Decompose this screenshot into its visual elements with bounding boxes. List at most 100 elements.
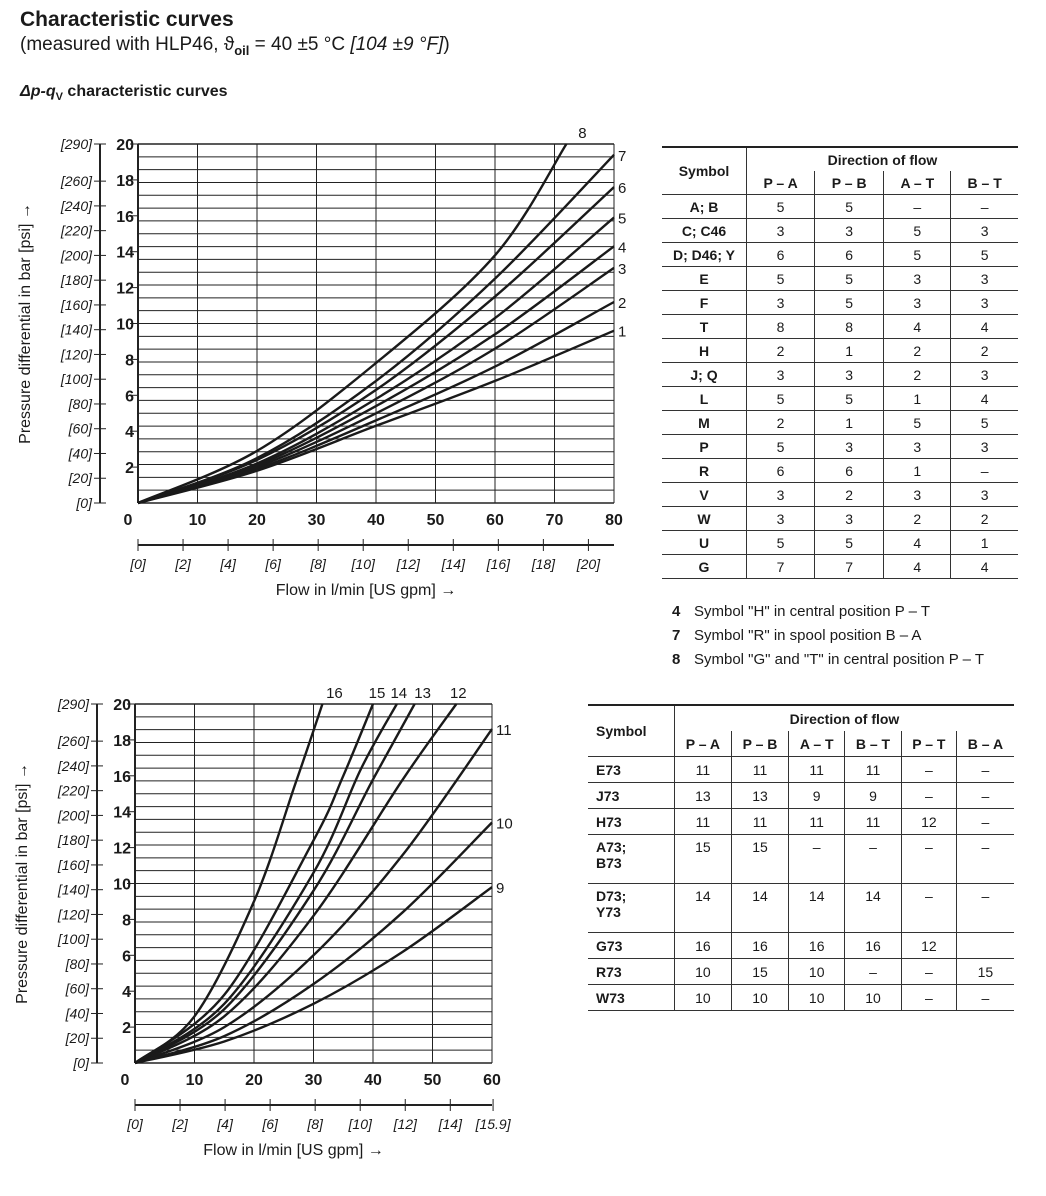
note-item: 8 Symbol "G" and "T" in central position … [672, 648, 984, 672]
table-cell: – [900, 984, 957, 1011]
x-tick-label: 0 [124, 512, 133, 529]
table-cell: – [900, 782, 957, 809]
table-row: E73 11 11 11 11– – [588, 756, 1014, 783]
row-symbol: D; D46; Y [662, 242, 747, 267]
row-symbol: R73 [588, 958, 675, 985]
x-tick-label: 80 [605, 512, 623, 529]
table-cell: 3 [745, 482, 815, 507]
table-cell: 5 [745, 434, 815, 459]
psi-tick-label: [100] [60, 371, 93, 387]
table-cell: 13 [730, 782, 789, 809]
table-cell: 11 [674, 808, 732, 835]
table-cell: 4 [950, 314, 1018, 339]
series-line-10 [134, 821, 493, 1065]
note-text: Symbol "H" in central position P – T [694, 603, 931, 620]
row-symbol-line: B73 [596, 855, 622, 871]
note-text: Symbol "G" and "T" in central position P… [694, 651, 985, 668]
table-cell: 15 [730, 958, 789, 985]
y-tick-label: 18 [116, 173, 134, 190]
row-symbol: L [662, 386, 747, 411]
table-cell: 14 [674, 883, 732, 933]
psi-tick-label: [240] [60, 198, 93, 214]
series-label-13: 13 [414, 685, 431, 702]
table-cell: 5 [814, 386, 884, 411]
table-cell: 11 [730, 756, 789, 783]
table-cell: 3 [814, 218, 884, 243]
x-tick-label: 20 [248, 512, 266, 529]
psi-tick-label: [260] [60, 173, 93, 189]
psi-tick-label: [0] [72, 1055, 90, 1071]
table-cell: 2 [950, 506, 1018, 531]
table-cell: 2 [950, 338, 1018, 363]
note-item: 4 Symbol "H" in central position P – T [672, 600, 984, 624]
note-number: 4 [672, 603, 681, 620]
series-label-12: 12 [450, 685, 467, 702]
table-cell: – [955, 756, 1014, 783]
x-tick-label: 60 [483, 1072, 501, 1089]
series-label-16: 16 [326, 685, 343, 702]
x-tick-label: 50 [424, 1072, 442, 1089]
y-tick-label: 8 [122, 912, 131, 929]
x-tick-label: 70 [546, 512, 564, 529]
row-symbol-line: R73 [596, 963, 622, 980]
table-cell: 11 [844, 756, 902, 783]
series-line-12 [134, 703, 458, 1065]
table-cell: 3 [950, 266, 1018, 291]
series-label-9: 9 [496, 880, 504, 897]
table-cell: – [900, 834, 957, 884]
table-cell: 10 [844, 984, 902, 1011]
y-tick-label: 20 [116, 137, 134, 154]
gpm-tick-label: [12] [393, 1116, 418, 1132]
table-cell: 5 [950, 242, 1018, 267]
series-line-11 [134, 728, 493, 1065]
table-cell: 1 [814, 410, 884, 435]
table-cell: 5 [883, 242, 951, 267]
table-cell: 5 [814, 194, 884, 219]
row-symbol: A; B [662, 194, 747, 219]
table-cell: – [955, 984, 1014, 1011]
col-symbol: Symbol [662, 146, 747, 195]
table-row: A73; B73 15 15– – – – [588, 834, 1014, 884]
table-cell: 5 [950, 410, 1018, 435]
table-cell: 13 [674, 782, 732, 809]
psi-tick-label: [160] [60, 297, 93, 313]
table-row: J73 13 13 9 9– – [588, 782, 1014, 809]
gpm-tick-label: [15.9] [475, 1116, 512, 1132]
table-cell: 5 [814, 530, 884, 555]
psi-tick-label: [0] [75, 495, 93, 511]
series-label-15: 15 [369, 685, 386, 702]
table-cell: 14 [788, 883, 845, 933]
series-line-13 [134, 703, 416, 1065]
psi-tick-label: [40] [68, 445, 93, 461]
gpm-tick-label: [2] [174, 556, 192, 572]
table-cell: 4 [883, 314, 951, 339]
table-cell: 10 [788, 984, 845, 1011]
row-symbol: W73 [588, 984, 675, 1011]
psi-tick-label: [180] [60, 272, 93, 288]
table-cell: – [950, 458, 1018, 483]
gpm-tick-label: [4] [219, 556, 237, 572]
table-cell: 10 [730, 984, 789, 1011]
note-text: Symbol "R" in spool position B – A [694, 627, 922, 644]
table-cell: 3 [814, 506, 884, 531]
subcol-header: B – T [844, 731, 902, 757]
table-cell: 5 [745, 266, 815, 291]
row-symbol: D73; Y73 [588, 883, 675, 933]
table-cell: 3 [950, 434, 1018, 459]
row-symbol: H [662, 338, 747, 363]
y-tick-label: 20 [113, 697, 131, 714]
table-cell: – [955, 808, 1014, 835]
table-cell: 5 [745, 386, 815, 411]
table-cell: 3 [950, 218, 1018, 243]
y-tick-label: 18 [113, 733, 131, 750]
series-label-1: 1 [618, 324, 626, 341]
y-tick-label: 8 [125, 352, 134, 369]
x-tick-label: 30 [305, 1072, 323, 1089]
